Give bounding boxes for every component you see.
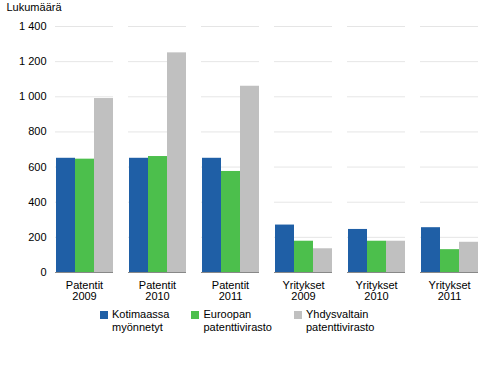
html-text:Kotimaassa: Kotimaassa xyxy=(112,308,170,320)
html-text:patenttivirasto: patenttivirasto xyxy=(203,321,272,333)
svg-text:Yritykset2011: Yritykset2011 xyxy=(428,279,470,302)
svg-text:200: 200 xyxy=(28,231,46,243)
svg-text:Patentit2010: Patentit2010 xyxy=(139,279,176,302)
svg-text:400: 400 xyxy=(28,196,46,208)
html-text:patenttivirasto: patenttivirasto xyxy=(306,321,375,333)
svg-text:Patentit2011: Patentit2011 xyxy=(212,279,249,302)
svg-text:Yritykset2010: Yritykset2010 xyxy=(355,279,397,302)
svg-text:Lukumäärä: Lukumäärä xyxy=(7,1,63,13)
svg-text:1 400: 1 400 xyxy=(19,20,47,32)
svg-text:1 200: 1 200 xyxy=(19,55,47,67)
html-text:Yhdysvaltain: Yhdysvaltain xyxy=(306,308,369,320)
html-text:Euroopan: Euroopan xyxy=(203,308,252,320)
html-text:myönnetyt: myönnetyt xyxy=(112,321,163,333)
svg-text:800: 800 xyxy=(28,125,46,137)
svg-text:600: 600 xyxy=(28,161,46,173)
svg-text:Patentit2009: Patentit2009 xyxy=(66,279,103,302)
svg-text:1 000: 1 000 xyxy=(19,90,47,102)
svg-text:Yritykset2009: Yritykset2009 xyxy=(282,279,324,302)
svg-text:0: 0 xyxy=(40,266,46,278)
